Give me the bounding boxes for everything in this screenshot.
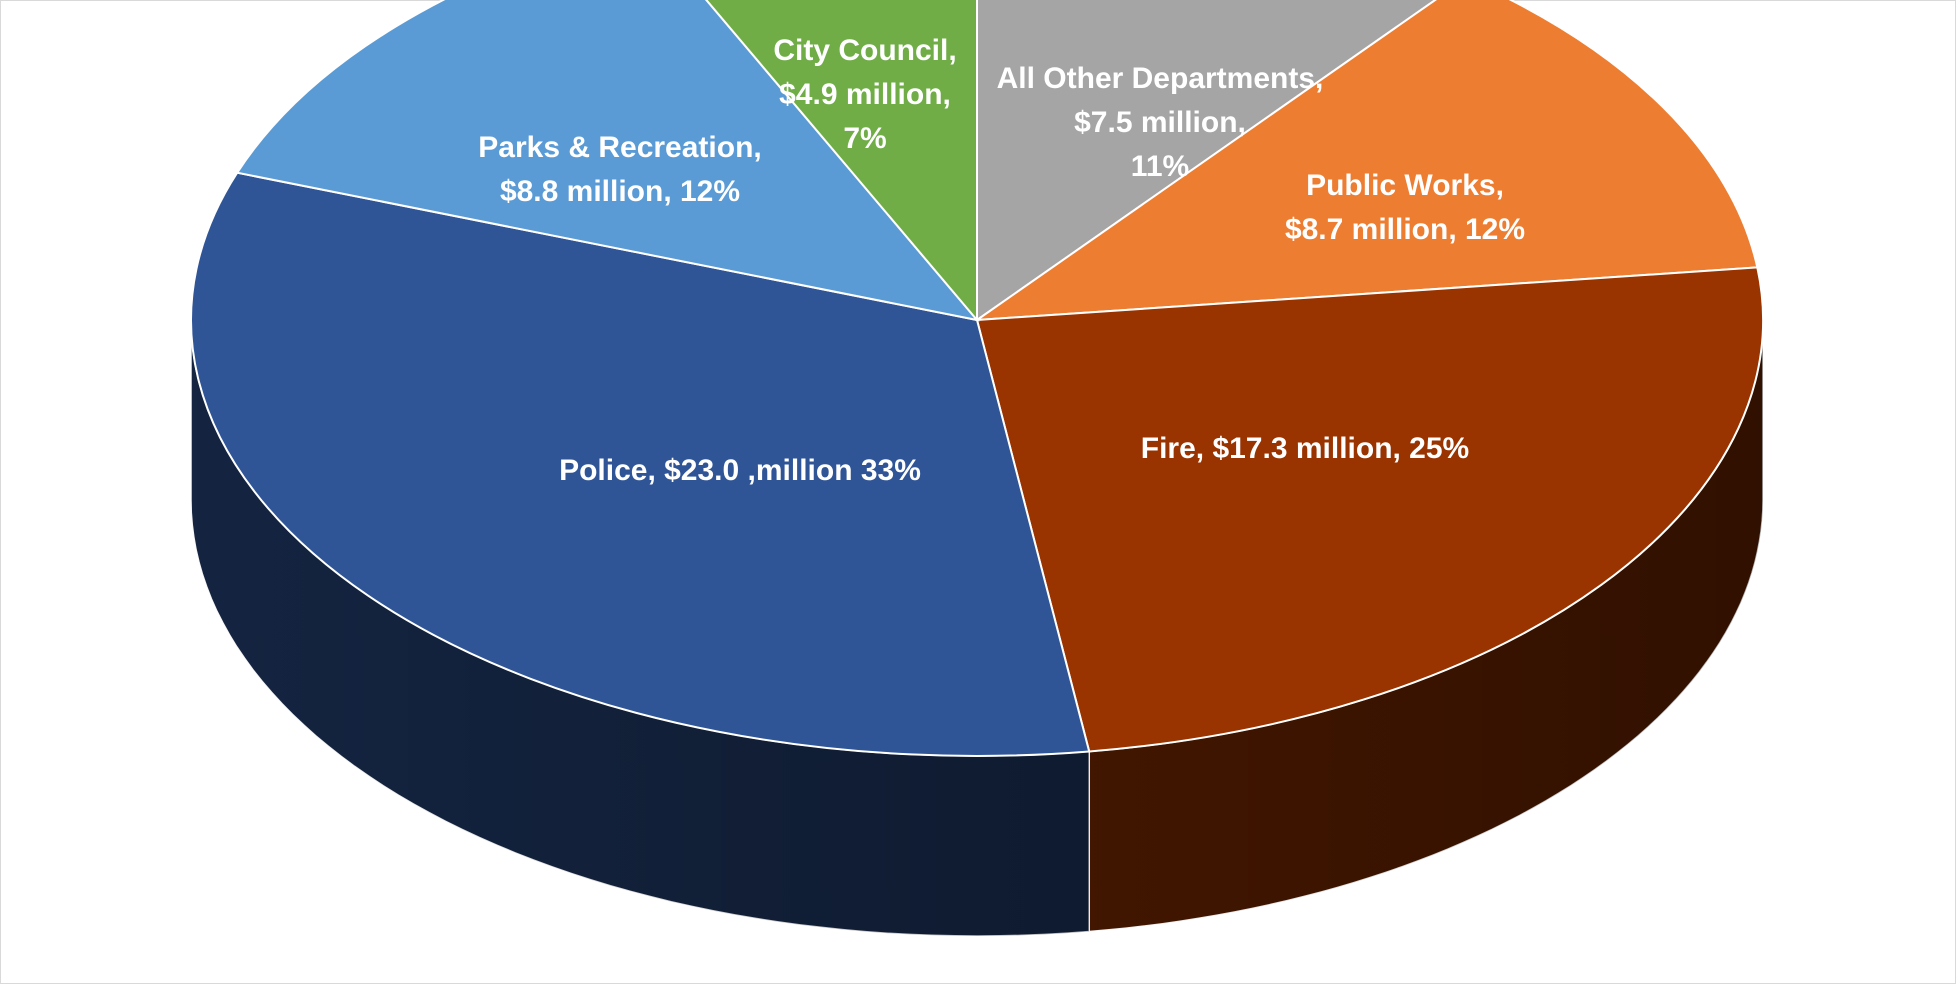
pie-label-line: $8.7 million, 12%	[1285, 213, 1525, 246]
pie-label-line: Public Works,	[1306, 169, 1504, 202]
pie-label-all-other-departments: All Other Departments, $7.5 million, 11%	[997, 62, 1324, 183]
pie-label-parks-and-recreation: Parks & Recreation, $8.8 million, 12%	[478, 131, 761, 208]
pie-label-line: Parks & Recreation,	[478, 131, 761, 164]
pie-slice-city-council	[705, 0, 978, 323]
pie-label-fire: Fire, $17.3 million, 25%	[1141, 432, 1469, 465]
pie-label-line: Police, $23.0 ,million 33%	[559, 454, 921, 487]
pie-label-line: City Council,	[773, 34, 956, 67]
pie-label-line: 7%	[843, 122, 886, 155]
pie-label-public-works: Public Works, $8.7 million, 12%	[1285, 169, 1525, 246]
pie-slice-parks-and-recreation	[235, 0, 980, 322]
pie-slice-police	[190, 171, 1091, 757]
pie-slice-fire	[975, 266, 1765, 753]
pie-label-line: Fire, $17.3 million, 25%	[1141, 432, 1469, 465]
pie-label-line: All Other Departments,	[997, 62, 1324, 95]
pie-label-city-council: City Council, $4.9 million, 7%	[773, 34, 956, 155]
pie-label-police: Police, $23.0 ,million 33%	[559, 454, 921, 487]
pie-label-line: $8.8 million, 12%	[500, 175, 740, 208]
pie-labels: All Other Departments, $7.5 million, 11% Pu…	[478, 34, 1525, 487]
pie-slice-public-works	[973, 0, 1759, 322]
pie-label-line: 11%	[1131, 150, 1189, 183]
pie-side-shade-fire	[1089, 320, 1763, 932]
pie-label-line: $4.9 million,	[779, 78, 951, 111]
pie-top	[190, 0, 1765, 757]
pie-label-line: $7.5 million,	[1074, 106, 1246, 139]
pie-side-shade-police	[191, 320, 1090, 936]
